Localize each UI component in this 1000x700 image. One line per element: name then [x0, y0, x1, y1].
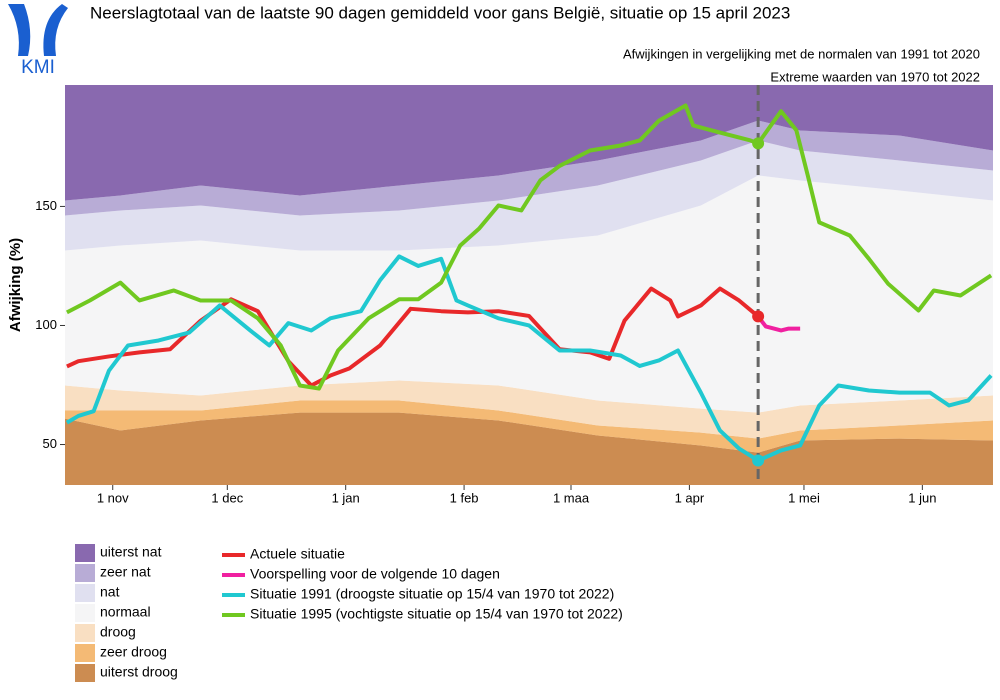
- band-area: [65, 140, 993, 251]
- chart-subtitle: Afwijkingen in vergelijking met de norma…: [623, 46, 980, 61]
- logo-text: KMI: [21, 57, 55, 78]
- series-line: [756, 315, 801, 333]
- legend-label: Situatie 1995 (vochtigste situatie op 15…: [250, 606, 623, 622]
- legend-label: zeer droog: [100, 644, 167, 660]
- x-tick-label: 1 nov: [97, 490, 129, 505]
- chart-subtitle: Extreme waarden van 1970 tot 2022: [770, 69, 980, 84]
- legend-swatch: [75, 664, 95, 682]
- legend-swatch: [75, 544, 95, 562]
- band-area: [65, 412, 993, 485]
- x-tick-label: 1 apr: [675, 490, 705, 505]
- logo: KMI: [8, 4, 68, 78]
- x-tick-label: 1 feb: [450, 490, 479, 505]
- x-tick-label: 1 mei: [788, 490, 820, 505]
- legend-swatch: [75, 624, 95, 642]
- legend-swatch: [75, 604, 95, 622]
- legend-swatch: [75, 584, 95, 602]
- legend-label: normaal: [100, 604, 151, 620]
- legend-swatch: [75, 644, 95, 662]
- legend-swatch: [75, 564, 95, 582]
- logo-shape: [8, 4, 31, 56]
- y-tick-label: 100: [35, 317, 57, 332]
- band-area: [65, 380, 993, 439]
- axes: 50 100 150 1 nov 1 dec 1 jan 1 feb 1 maa 1 apr 1 …: [35, 198, 936, 506]
- band-area: [65, 175, 993, 413]
- band-area: [65, 120, 993, 216]
- legend-label: Situatie 1991 (droogste situatie op 15/4…: [250, 586, 614, 602]
- plot-area: [65, 85, 993, 485]
- x-tick-label: 1 maa: [553, 490, 590, 505]
- x-tick-label: 1 jun: [908, 490, 936, 505]
- legend-label: uiterst droog: [100, 664, 178, 680]
- point-marker: [752, 310, 765, 323]
- legend-label: Actuele situatie: [250, 546, 345, 562]
- logo-shape: [43, 4, 68, 56]
- legend-label: zeer nat: [100, 564, 151, 580]
- y-tick-label: 50: [43, 436, 57, 451]
- legend-label: uiterst nat: [100, 544, 162, 560]
- y-axis-label: Afwijking (%): [7, 238, 24, 332]
- point-marker: [752, 454, 765, 467]
- y-tick-label: 150: [35, 198, 57, 213]
- legend: uiterst nat zeer nat nat normaal droog zeer d…: [75, 544, 623, 682]
- series-line: [65, 103, 993, 391]
- band-area: [65, 85, 993, 201]
- legend-label: droog: [100, 624, 136, 640]
- band-area: [65, 400, 993, 453]
- point-marker: [752, 137, 765, 150]
- chart-title: Neerslagtotaal van de laatste 90 dagen g…: [90, 3, 790, 22]
- x-tick-label: 1 dec: [211, 490, 243, 505]
- x-tick-label: 1 jan: [332, 490, 360, 505]
- series-line: [65, 254, 993, 463]
- legend-label: nat: [100, 584, 120, 600]
- legend-label: Voorspelling voor de volgende 10 dagen: [250, 566, 500, 582]
